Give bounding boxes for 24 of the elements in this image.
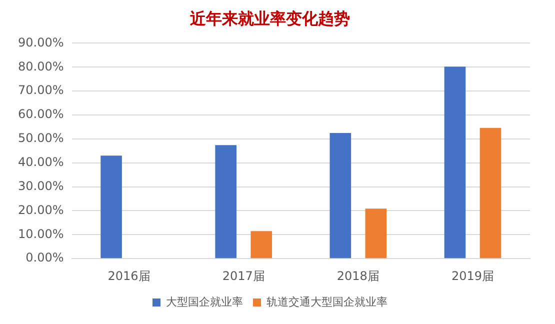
y-tick-label: 50.00%	[18, 131, 64, 146]
y-tick-label: 30.00%	[18, 178, 64, 193]
bar	[100, 156, 122, 258]
bar	[480, 128, 502, 258]
x-tick-label: 2017届	[222, 268, 265, 283]
y-tick-label: 40.00%	[18, 154, 64, 169]
y-tick-label: 60.00%	[18, 107, 64, 122]
y-tick-label: 20.00%	[18, 202, 64, 217]
y-tick-label: 0.00%	[26, 250, 64, 265]
bar	[330, 132, 352, 258]
y-tick-label: 70.00%	[18, 83, 64, 98]
legend-label: 轨道交通大型国企就业率	[266, 295, 388, 308]
x-tick-label: 2018届	[336, 268, 380, 283]
y-tick-label: 80.00%	[18, 59, 64, 74]
y-tick-label: 10.00%	[18, 226, 64, 241]
x-tick-label: 2016届	[108, 268, 150, 283]
bar	[250, 231, 272, 258]
chart-title: 近年来就业率变化趋势	[189, 8, 350, 28]
bar	[365, 208, 387, 258]
legend-label: 大型国企就业率	[166, 295, 243, 308]
bar	[215, 145, 236, 258]
y-tick-label: 90.00%	[18, 35, 64, 50]
bar	[444, 66, 466, 258]
x-tick-label: 2019届	[451, 268, 494, 283]
